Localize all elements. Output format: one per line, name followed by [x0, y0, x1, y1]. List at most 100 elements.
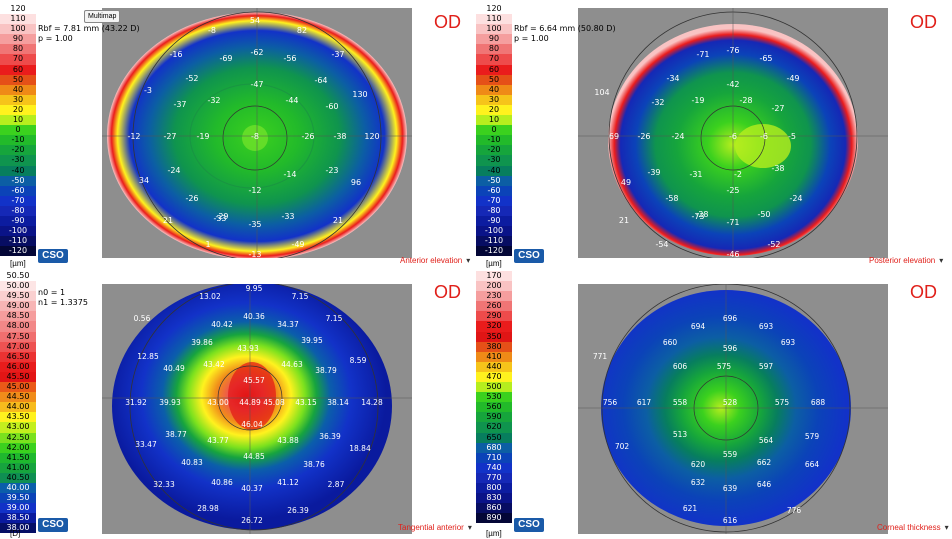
- map-value: 0.56: [134, 314, 151, 323]
- scale-cell: 830: [476, 493, 512, 504]
- info-line-1: Rbf = 7.81 mm (43.22 D): [38, 24, 140, 33]
- scale-cell: -70: [0, 195, 36, 206]
- scale-cell: -110: [0, 236, 36, 247]
- scale-cell: -30: [0, 155, 36, 166]
- map-value: 9.95: [246, 284, 263, 293]
- map-value: -46: [726, 250, 739, 258]
- scale-cell: 320: [476, 321, 512, 332]
- map-value: 688: [811, 398, 826, 407]
- map-value: -37: [173, 100, 186, 109]
- map-value: 639: [723, 484, 738, 493]
- map-value: -49: [291, 240, 304, 249]
- scale-cell: 39.50: [0, 493, 36, 504]
- scale-cell: 50: [0, 74, 36, 85]
- map-value: -50: [757, 210, 770, 219]
- panel-corneal-thickness: 170 200 230 260 290 320 350 380 410 440 470 500 530 5…: [476, 270, 952, 539]
- scale-cell: -90: [0, 215, 36, 227]
- map-type-selector[interactable]: Anterior elevation ▾: [400, 256, 470, 265]
- map-value: -27: [771, 104, 784, 113]
- map-value: 43.15: [295, 398, 317, 407]
- eye-label: OD: [434, 282, 461, 302]
- scale-cell: -60: [0, 185, 36, 196]
- map-value: 43.00: [207, 398, 229, 407]
- scale-cell: 10: [0, 115, 36, 126]
- cso-logo: CSO: [38, 249, 68, 263]
- map-value: -24: [789, 194, 802, 203]
- scale-cell: 90: [0, 34, 36, 45]
- map-value: -24: [671, 132, 684, 141]
- scale-cell: -80: [476, 205, 512, 216]
- map-value: 38.14: [327, 398, 349, 407]
- map-value: 43.88: [277, 436, 299, 445]
- scale-cell: 49.50: [0, 291, 36, 302]
- map-value: -23: [325, 166, 338, 175]
- anterior-elevation-map[interactable]: 54 -8 82 -16 -69 -62 -56 -37 -52 -47 -64 -3 -37 -32 -4…: [102, 8, 412, 261]
- map-type-label: Anterior elevation: [400, 256, 463, 265]
- scale-cell: 39.00: [0, 503, 36, 514]
- scale-cell: 48.00: [0, 321, 36, 332]
- map-value: 616: [723, 516, 738, 525]
- scale-cell: 40: [0, 84, 36, 95]
- map-value: 21: [163, 216, 173, 225]
- scale-cell: 90: [476, 34, 512, 45]
- panel-posterior-elevation: 120 110 100 90 80 70 60 50 40 30 20 10 0 -10 -20 -30 -40…: [476, 0, 952, 270]
- scale-cell: 50.00: [0, 281, 36, 292]
- tangential-anterior-map[interactable]: 13.02 9.95 7.15 0.56 40.42 40.36 34.37 7.15 39.8…: [102, 281, 412, 534]
- map-type-selector[interactable]: Corneal thickness ▾: [877, 523, 949, 532]
- map-value: -26: [301, 132, 314, 141]
- map-value: 579: [805, 432, 820, 441]
- map-value: 31.92: [125, 398, 147, 407]
- scale-cell: 48.50: [0, 311, 36, 322]
- map-value: 702: [615, 442, 630, 451]
- map-type-label: Posterior elevation: [869, 256, 936, 265]
- map-value: 43.42: [203, 360, 225, 369]
- scale-cell: -50: [0, 175, 36, 186]
- map-value: -14: [283, 170, 296, 179]
- scale-cell: 46.00: [0, 361, 36, 372]
- map-value: 40.42: [211, 320, 233, 329]
- scale-cell: -10: [0, 135, 36, 146]
- map-value: 46.04: [241, 420, 263, 429]
- scale-cell: -20: [0, 145, 36, 156]
- map-value: 21: [333, 216, 343, 225]
- map-type-selector[interactable]: Tangential anterior ▾: [398, 523, 472, 532]
- eye-label: OD: [910, 12, 937, 32]
- posterior-elevation-map[interactable]: -71 -76 -65 -34 -42 -49 104 -32 -19 -28 -27 69 -26 -2…: [578, 8, 888, 261]
- map-value: 12.85: [137, 352, 159, 361]
- corneal-thickness-map[interactable]: 694 696 693 660 596 693 771 606 575 597 756 617 558 5…: [578, 283, 888, 534]
- map-value: 694: [691, 322, 706, 331]
- scale-cell: 770: [476, 472, 512, 483]
- scale-cell: 110: [476, 14, 512, 25]
- map-value: -76: [726, 46, 739, 55]
- info-block: Rbf = 7.81 mm (43.22 D) p = 1.00: [38, 24, 140, 44]
- info-block: Rbf = 6.64 mm (50.80 D) p = 1.00: [514, 24, 616, 44]
- map-value: 38.79: [315, 366, 337, 375]
- map-value: 39.95: [301, 336, 323, 345]
- map-value: -71: [696, 50, 709, 59]
- scale-cell: 290: [476, 311, 512, 322]
- info-line-2: p = 1.00: [38, 34, 73, 43]
- map-value: 14.28: [361, 398, 383, 407]
- map-value: 45.08: [263, 398, 285, 407]
- map-value: 40.37: [241, 484, 263, 493]
- map-value: -64: [314, 76, 327, 85]
- map-value: -6: [760, 132, 768, 141]
- map-value: -58: [665, 194, 678, 203]
- multimap-button[interactable]: Multimap: [84, 10, 121, 23]
- map-value: 575: [717, 362, 732, 371]
- scale-cell: -50: [476, 175, 512, 186]
- scale-cell: 40.00: [0, 482, 36, 494]
- map-value: -32: [207, 96, 220, 105]
- map-value: -32: [651, 98, 664, 107]
- scale-cell: 170: [476, 271, 512, 282]
- map-value: -56: [283, 54, 296, 63]
- scale-cell: 120: [0, 4, 36, 15]
- scale-cell: 41.00: [0, 462, 36, 473]
- map-type-selector[interactable]: Posterior elevation ▾: [869, 256, 943, 265]
- scale-cell: 230: [476, 291, 512, 302]
- scale-cell: 560: [476, 402, 512, 413]
- scale-cell: -10: [476, 135, 512, 146]
- scale-cell: 530: [476, 392, 512, 403]
- scale-cell: 590: [476, 412, 512, 423]
- scale-unit: [D]: [10, 529, 21, 538]
